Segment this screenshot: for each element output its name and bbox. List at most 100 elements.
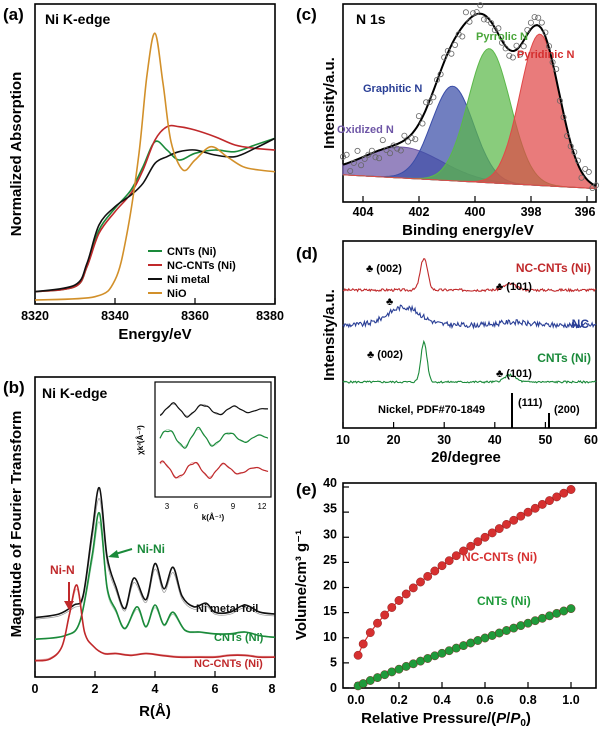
nc-cnts-point [401, 589, 411, 599]
data-point [354, 147, 361, 154]
peak-label: ♣ (101) [496, 368, 532, 380]
inset-xtick-label: 9 [231, 502, 236, 511]
data-point [546, 43, 553, 50]
panel-d-ylabel: Intensity/a.u. [321, 289, 338, 381]
nc-cnts-point [516, 511, 526, 521]
data-point [477, 2, 484, 9]
panel-c-title: N 1s [356, 11, 386, 27]
panel-e-ytick-label: 20 [323, 579, 337, 593]
panel-e-xtick-label: 0.2 [390, 693, 407, 707]
panel-c-xtick-label: 404 [353, 205, 374, 219]
data-point [441, 54, 448, 61]
panel-c-frame [342, 3, 597, 203]
data-point [484, 16, 491, 23]
panel-e-xtick-label: 0.4 [433, 693, 450, 707]
data-point [339, 153, 346, 160]
nc-cnts-point [451, 551, 461, 561]
data-point [517, 51, 524, 58]
data-point [520, 43, 527, 50]
series-label: CNTs (Ni) [537, 351, 591, 365]
panel-e: (e) Volume/cm³ g⁻¹ 0 5 10 15 20 25 30 35… [293, 476, 597, 729]
data-point [578, 174, 585, 181]
panel-e-yticks [343, 486, 349, 689]
peak-label: Pyrrolic N [476, 31, 528, 43]
data-point [582, 165, 589, 172]
data-point [372, 154, 379, 161]
panel-d-xtick-label: 50 [538, 433, 552, 447]
series-label: CNTs (Ni) [214, 632, 264, 644]
series-label: NC-CNTs (Ni) [462, 550, 537, 564]
peak-label: ♣ (002) [366, 263, 402, 275]
data-point [350, 159, 357, 166]
data-point [365, 151, 372, 158]
nc-cnts-point [430, 566, 440, 576]
panel-b-xlabel: R(Å) [139, 703, 171, 720]
nc-cnts-point [459, 546, 468, 556]
panel-b-title: Ni K-edge [42, 385, 108, 401]
nc-cnts-point [545, 496, 554, 505]
peak-label: ♣ [386, 296, 393, 308]
panel-e-label: (e) [296, 480, 317, 499]
panel-b-xtick-label: 6 [212, 682, 219, 696]
data-point [531, 14, 538, 21]
inset-xtick-label: 3 [165, 502, 170, 511]
panel-c-xlabel: Binding energy/eV [402, 222, 534, 239]
nc-cnts-point [437, 561, 447, 571]
series-label: CNTs (Ni) [477, 594, 531, 608]
panel-a-xtick-label: 8360 [181, 309, 209, 323]
annotation-ni-n: Ni-N [50, 563, 75, 577]
panel-a-xtick-label: 8380 [256, 309, 284, 323]
arrow-ni-ni-head [108, 550, 119, 558]
fit-line [34, 588, 276, 660]
inset-fit [159, 461, 269, 479]
panel-c-xticks [362, 196, 588, 202]
data-point [527, 19, 534, 26]
panel-d-frame [342, 240, 597, 429]
nc-cnts-point [394, 596, 404, 605]
data-point [459, 33, 466, 40]
nc-cnts-line [357, 488, 572, 656]
inset-xtick-label: 6 [194, 502, 199, 511]
data-point [502, 45, 509, 52]
annotation-ni-ni: Ni-Ni [137, 542, 165, 556]
peak-label: ♣ (101) [496, 281, 532, 293]
inset-series [159, 402, 269, 479]
data-point [538, 19, 545, 26]
peak-fill [342, 33, 597, 190]
panel-c-xtick-label: 398 [521, 205, 542, 219]
arrow-ni-n-head [64, 601, 74, 610]
nc-cnts-point [373, 618, 382, 628]
data-point [513, 42, 520, 49]
nc-cnts-point [523, 507, 533, 517]
nc-cnts-point [365, 628, 375, 637]
data-point [556, 97, 563, 104]
panel-c-xtick-label: 400 [465, 205, 486, 219]
panel-e-ytick-label: 10 [323, 630, 337, 644]
panel-c-peaks [339, 2, 600, 191]
series-label: NC-CNTs (Ni) [516, 261, 591, 275]
panel-e-ylabel: Volume/cm³ g⁻¹ [293, 530, 310, 640]
panel-e-ytick-label: 5 [330, 655, 337, 669]
panel-c-xtick-label: 402 [409, 205, 430, 219]
nc-cnts-point [353, 650, 363, 660]
nc-cnts-point [480, 532, 490, 542]
fit-line [34, 498, 276, 620]
data-point [593, 182, 600, 189]
series-line [342, 304, 597, 330]
legend-label: CNTs (Ni) [167, 246, 217, 258]
data-point [343, 151, 350, 158]
nc-cnts-point [487, 528, 497, 538]
nc-cnts-point [537, 499, 547, 509]
panel-d-xtick-label: 60 [584, 433, 598, 447]
fit-line [34, 521, 276, 640]
series-line [342, 258, 597, 293]
panel-b-label: (b) [3, 378, 25, 397]
series-line [34, 32, 276, 301]
data-point [451, 42, 458, 49]
data-point [524, 26, 531, 33]
data-point [419, 120, 426, 127]
nc-cnts-point [444, 556, 454, 566]
cnts-point [566, 604, 576, 613]
panel-e-xtick-label: 0.8 [519, 693, 536, 707]
